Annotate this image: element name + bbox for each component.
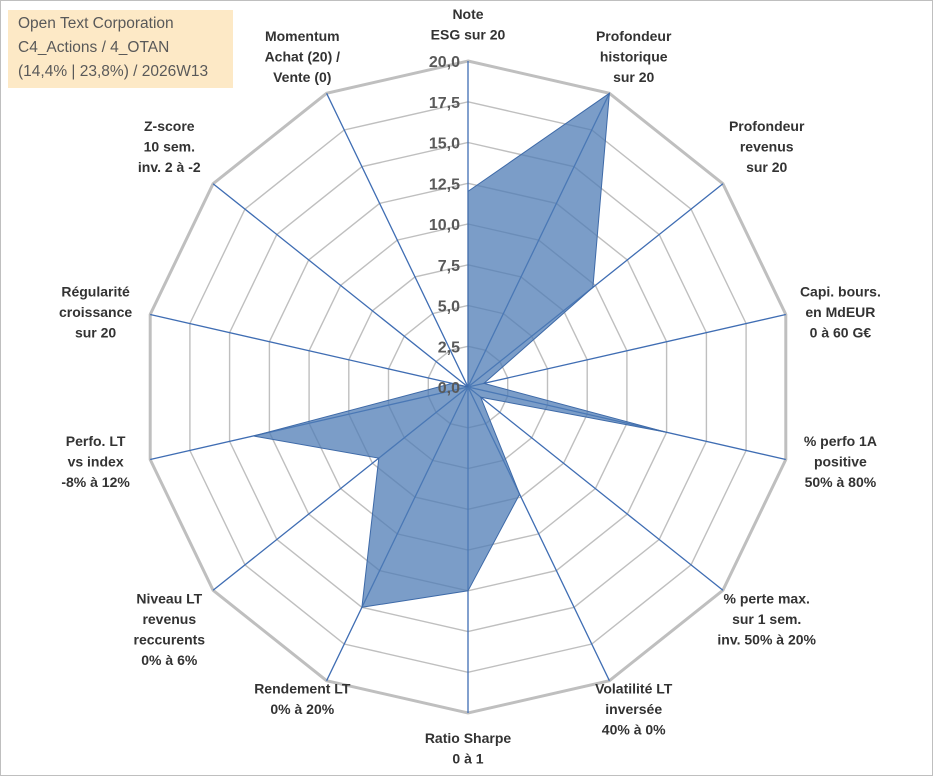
axis-label-line: 10 sem. [144,139,195,155]
axis-label-line: 40% à 0% [602,722,666,738]
axis-label: Régularité croissance sur 20 [59,284,132,341]
axis-label: Niveau LT revenus reccurents 0% à 6% [134,590,206,668]
axis-label-line: Profondeur [596,28,672,44]
axis-label-line: Note [452,6,483,22]
series-area [253,92,667,608]
axis-label-line: inv. 2 à -2 [138,159,201,175]
tick-label: 15,0 [429,136,460,153]
tick-label: 5,0 [438,299,460,316]
axis-label-line: vs index [68,454,124,470]
axis-label-line: Momentum [265,28,340,44]
axis-label-line: inv. 50% à 20% [717,631,816,647]
axis-label: Perfo. LT vs index -8% à 12% [61,433,130,490]
axis-label-line: 0 à 1 [452,751,483,767]
axis-label-line: % perfo 1A [804,433,877,449]
axis-label-line: Z-score [144,118,195,134]
axis-label-line: Achat (20) / [265,48,341,64]
company-name: Open Text Corporation [18,15,174,32]
axis-label: Capi. bours. en MdEUR 0 à 60 G€ [800,284,881,341]
axis-label-line: positive [814,454,867,470]
info-box: Open Text Corporation C4_Actions / 4_OTA… [8,10,233,88]
axis-label: Profondeur historique sur 20 [596,28,672,85]
axis-label-line: revenus [142,611,196,627]
axis-label: Note ESG sur 20 [431,6,506,43]
axis-label-line: ESG sur 20 [431,27,506,43]
axis-label-line: revenus [740,139,794,155]
tick-label: 2,5 [438,339,460,356]
axis-label-line: 0% à 6% [141,652,198,668]
tick-label: 10,0 [429,217,460,234]
axis-label: Rendement LT 0% à 20% [254,681,351,718]
tick-label: 12,5 [429,176,460,193]
axis-label-line: Ratio Sharpe [425,730,512,746]
axis-label-line: Volatilité LT [595,681,673,697]
axis-label-line: Régularité [61,284,130,300]
axis-label-line: 0 à 60 G€ [810,325,872,341]
axis-labels: Note ESG sur 20 Profondeur historique sur 20… [59,6,881,767]
radial-tick-labels: 0,0 2,5 5,0 7,5 10,0 12,5 15,0 17,5 20,0 [429,54,460,397]
axis-label-line: Perfo. LT [66,433,126,449]
axis-label: Volatilité LT inversée 40% à 0% [595,681,673,738]
axis-label: Z-score 10 sem. inv. 2 à -2 [138,118,201,175]
tick-label: 17,5 [429,95,460,112]
axis-label-line: croissance [59,304,132,320]
axis-label: Momentum Achat (20) / Vente (0) [265,28,341,85]
axis-label-line: sur 1 sem. [732,611,801,627]
axis-spoke [212,183,469,388]
axis-spoke [150,313,469,388]
axis-label-line: sur 20 [75,325,116,341]
axis-label-line: sur 20 [613,69,654,85]
axis-label-line: reccurents [134,631,206,647]
axis-label: % perte max. sur 1 sem. inv. 50% à 20% [717,590,816,647]
axis-spoke [467,313,786,388]
axis-label: Profondeur revenus sur 20 [729,118,805,175]
stats-period: (14,4% | 23,8%) / 2026W13 [18,63,209,80]
axis-spoke [467,386,724,591]
axis-label-line: 0% à 20% [270,701,334,717]
axis-label-line: Profondeur [729,118,805,134]
axis-label-line: Rendement LT [254,681,351,697]
axis-label-line: Vente (0) [273,69,331,85]
tick-label: 0,0 [438,380,460,397]
axis-label-line: sur 20 [746,159,787,175]
axis-label-line: -8% à 12% [61,474,130,490]
axis-label-line: Capi. bours. [800,284,881,300]
tick-label: 20,0 [429,54,460,71]
radar-series [253,92,667,608]
tick-label: 7,5 [438,258,460,275]
axis-label-line: % perte max. [724,590,810,606]
axis-label-line: historique [600,48,668,64]
portfolio-code: C4_Actions / 4_OTAN [18,39,170,56]
axis-label-line: en MdEUR [805,304,875,320]
axis-label: % perfo 1A positive 50% à 80% [804,433,877,490]
axis-label: Ratio Sharpe 0 à 1 [425,730,512,767]
axis-label-line: Niveau LT [136,590,202,606]
axis-label-line: 50% à 80% [805,474,877,490]
axis-spoke [326,93,469,388]
axis-label-line: inversée [605,701,662,717]
